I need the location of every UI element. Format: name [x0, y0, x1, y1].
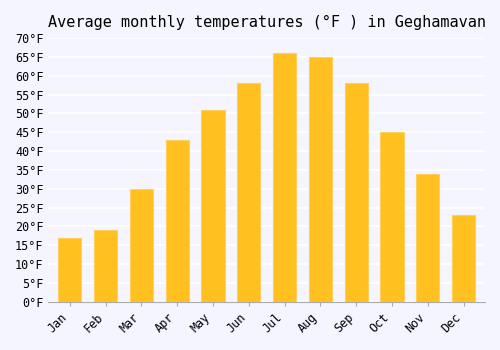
Bar	[58, 238, 82, 302]
Bar	[380, 132, 404, 302]
Title: Average monthly temperatures (°F ) in Geghamavan: Average monthly temperatures (°F ) in Ge…	[48, 15, 486, 30]
Bar	[344, 83, 368, 302]
Bar	[94, 230, 118, 302]
Bar	[308, 57, 332, 302]
Bar	[237, 83, 260, 302]
Bar	[202, 110, 224, 302]
Bar	[273, 53, 296, 302]
Bar	[166, 140, 189, 302]
Bar	[130, 189, 153, 302]
Bar	[452, 215, 475, 302]
Bar	[416, 174, 440, 302]
